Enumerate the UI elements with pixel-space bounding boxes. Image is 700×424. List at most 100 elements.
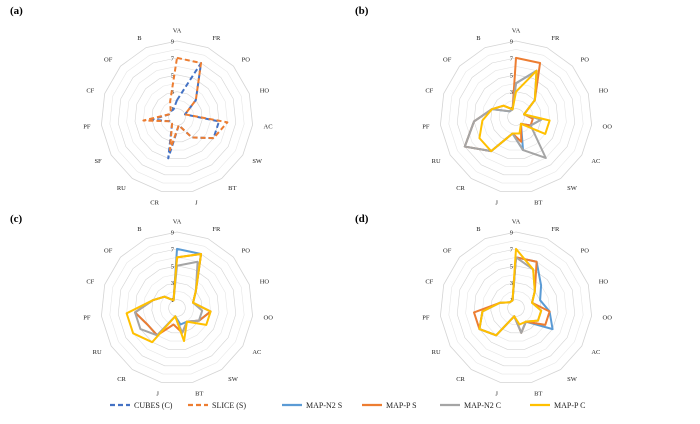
axis-label-j: J (495, 391, 498, 398)
grid-ring (456, 248, 576, 367)
axis-label-oo: OO (603, 315, 613, 322)
axis-label-va: VA (512, 219, 521, 226)
legend-item-map-p-s: MAP-P S (362, 401, 417, 410)
axis-label-j: J (156, 391, 159, 398)
grid-ring (465, 66, 567, 167)
axis-label-pf: PF (83, 315, 91, 322)
grid-ring (134, 265, 220, 350)
legend-label: MAP-P C (554, 401, 586, 410)
grid-ring (482, 82, 550, 151)
axis-label-cr: CR (150, 200, 159, 207)
grid-ring (109, 240, 245, 375)
legend-label: SLICE (S) (212, 401, 246, 410)
series-slice-s (142, 56, 229, 152)
grid-ring (482, 273, 550, 342)
tick-label: 7 (171, 55, 175, 62)
grid-ring (101, 40, 253, 192)
legend-item-map-n2-c: MAP-N2 C (440, 401, 501, 410)
axis-label-cf: CF (425, 88, 433, 95)
series-map-p-c (478, 247, 543, 337)
tick-label: 5 (171, 72, 174, 79)
axis-label-va: VA (512, 28, 521, 35)
grid-ring (498, 290, 534, 325)
legend-label: MAP-N2 C (464, 401, 501, 410)
grid-ring (507, 299, 525, 317)
axis-label-fr: FR (212, 35, 221, 42)
axis-label-of: OF (443, 247, 452, 254)
axis-label-cf: CF (86, 279, 94, 286)
axis-label-ru: RU (432, 349, 441, 356)
series-map-p-c (125, 252, 212, 344)
grid-ring (440, 231, 592, 383)
legend-item-cubes-c: CUBES (C) (110, 401, 173, 410)
axis-label-ho: HO (260, 279, 270, 286)
axis-label-sw: SW (567, 376, 578, 383)
tick-label: 7 (510, 246, 514, 253)
axis-label-bt: BT (228, 185, 236, 192)
series-map-n2-c (463, 69, 547, 159)
axis-label-sw: SW (228, 376, 239, 383)
legend-label: MAP-N2 S (306, 401, 342, 410)
axis-label-oo: OO (603, 124, 613, 131)
axis-label-fr: FR (212, 226, 221, 233)
panel-label: (c) (10, 213, 23, 225)
axis-label-po: PO (581, 247, 590, 254)
legend-item-map-n2-s: MAP-N2 S (282, 401, 342, 410)
axis-label-pf: PF (83, 124, 91, 131)
grid-ring (473, 265, 559, 350)
grid-ring (168, 108, 186, 126)
axis-label-j: J (495, 200, 498, 207)
tick-label: 9 (510, 39, 513, 46)
legend: CUBES (C) SLICE (S) MAP-N2 S MAP-P S MAP-N2 … (110, 401, 586, 410)
legend-label: CUBES (C) (134, 401, 173, 410)
axis-label-fr: FR (551, 35, 560, 42)
panel-label: (d) (355, 213, 369, 225)
tick-label: 5 (171, 263, 174, 270)
axis-label-ru: RU (93, 349, 102, 356)
grid-ring (117, 57, 237, 176)
axis-label-va: VA (173, 219, 182, 226)
axis-label-sw: SW (567, 185, 578, 192)
grid-ring (159, 290, 195, 325)
grid-ring (159, 99, 195, 134)
grid-ring (109, 49, 245, 184)
axis-label-oo: OO (264, 315, 274, 322)
axis-label-of: OF (443, 56, 452, 63)
grid-ring (126, 257, 228, 358)
tick-label: 3 (171, 280, 174, 287)
grid-ring (168, 299, 186, 317)
grid-ring (490, 282, 542, 334)
axis-label-b: B (476, 226, 481, 233)
grid-ring (507, 108, 525, 126)
axis-label-b: B (137, 226, 142, 233)
tick-label: 9 (171, 230, 174, 237)
tick-label: 3 (510, 280, 513, 287)
axis-label-cr: CR (456, 376, 465, 383)
axis-label-ho: HO (260, 88, 270, 95)
axis-label-po: PO (581, 56, 590, 63)
legend-item-map-p-c: MAP-P C (530, 401, 586, 410)
tick-label: 9 (171, 39, 174, 46)
tick-label: 9 (510, 230, 513, 237)
axis-label-pf: PF (422, 124, 430, 131)
tick-label: 5 (510, 263, 513, 270)
tick-label: 7 (171, 246, 175, 253)
axis-label-of: OF (104, 247, 113, 254)
axis-label-po: PO (242, 56, 251, 63)
axis-label-ru: RU (432, 158, 441, 165)
axis-label-j: J (195, 200, 198, 207)
axis-label-ru: RU (117, 185, 126, 192)
axis-label-sf: SF (94, 158, 102, 165)
grid-ring (448, 240, 584, 375)
tick-label: 5 (510, 72, 513, 79)
axis-label-cr: CR (117, 376, 126, 383)
axis-label-sw: SW (252, 158, 263, 165)
grid-ring (465, 257, 567, 358)
grid-ring (456, 57, 576, 176)
grid-ring (143, 82, 211, 151)
legend-label: MAP-P S (386, 401, 417, 410)
